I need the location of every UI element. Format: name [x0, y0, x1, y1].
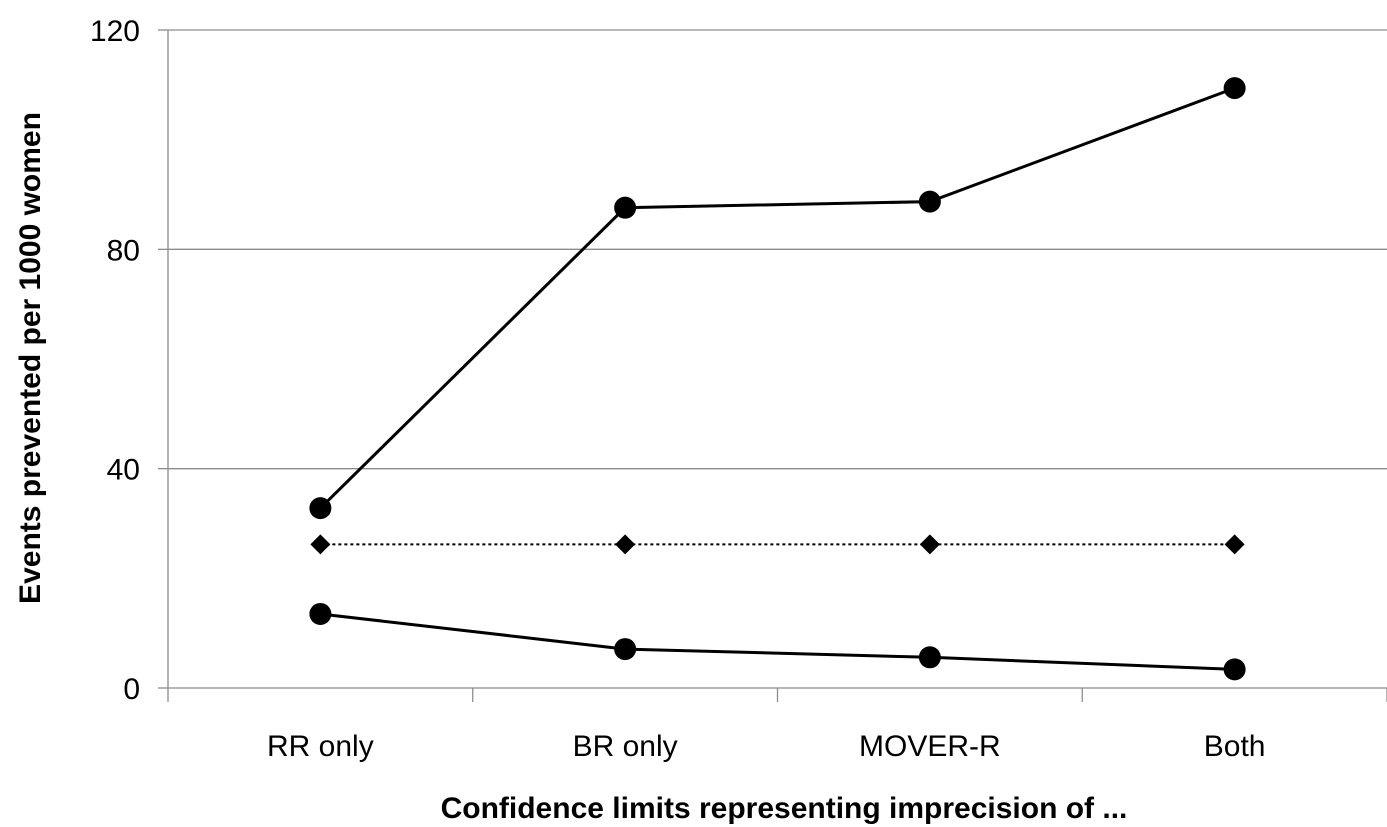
x-tick-label: Both: [1204, 730, 1266, 763]
x-tick-label: MOVER-R: [859, 730, 1001, 763]
series-line: [320, 612, 1235, 671]
data-point-circle: [1223, 77, 1246, 100]
data-point-diamond: [1224, 534, 1245, 555]
data-point-diamond: [310, 534, 331, 555]
x-tick-labels: RR only BR only MOVER-R Both: [267, 730, 1265, 763]
x-tick-label: BR only: [573, 730, 678, 763]
x-axis-title: Confidence limits representing imprecisi…: [441, 792, 1128, 825]
y-axis-title: Events prevented per 1000 women: [14, 112, 47, 604]
axes: [158, 29, 1387, 702]
data-point-diamond: [615, 534, 636, 555]
y-tick-label: 40: [107, 454, 140, 487]
data-point-circle: [1223, 658, 1246, 681]
data-point-circle: [614, 638, 637, 661]
series-layer: [309, 77, 1246, 681]
data-point-diamond: [919, 534, 940, 555]
y-tick-label: 80: [107, 234, 140, 267]
y-tick-labels: 0 40 80 120: [90, 15, 140, 706]
y-tick-label: 120: [90, 15, 140, 48]
y-tick-label: 0: [123, 673, 140, 706]
data-point-circle: [309, 497, 332, 520]
x-tick-label: RR only: [267, 730, 374, 763]
data-point-circle: [309, 602, 332, 625]
data-point-circle: [918, 190, 941, 213]
data-point-circle: [614, 196, 637, 219]
data-point-circle: [918, 646, 941, 669]
series-line: [319, 86, 1236, 510]
gridlines: [168, 29, 1387, 470]
